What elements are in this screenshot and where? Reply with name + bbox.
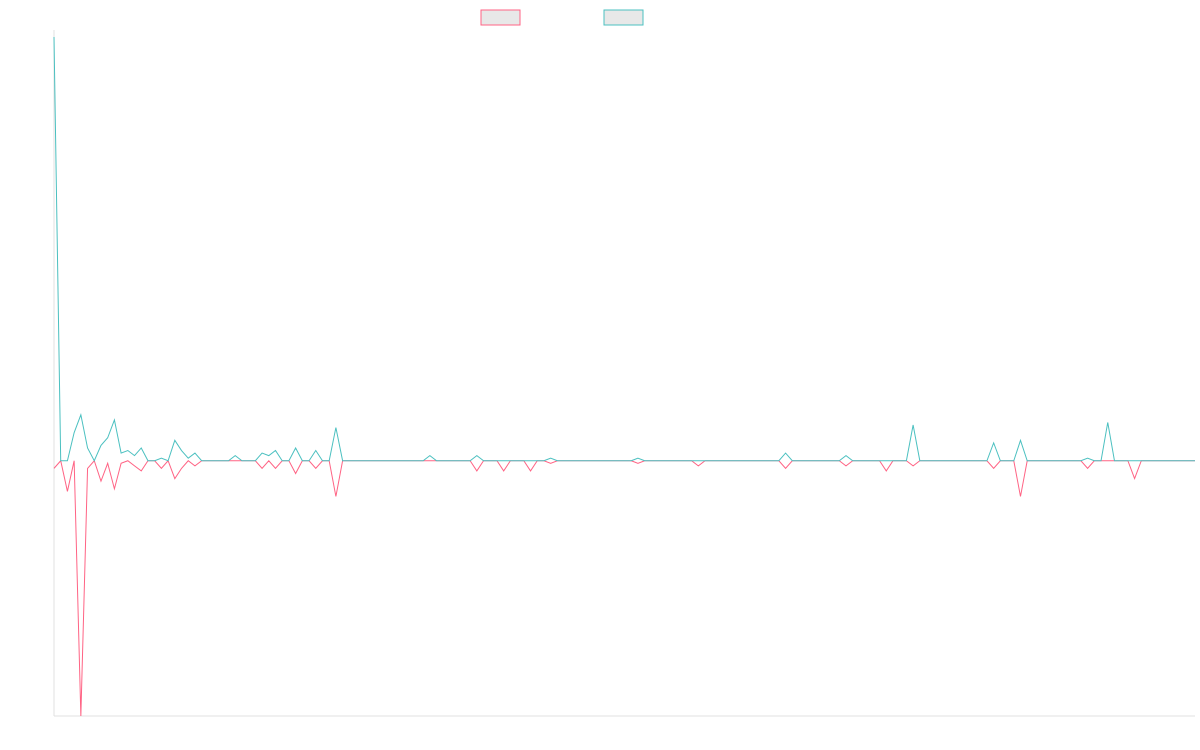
series-line [53,36,1195,462]
legend-swatch [603,9,644,26]
series-line [53,459,1195,717]
legend-swatch [480,9,521,26]
